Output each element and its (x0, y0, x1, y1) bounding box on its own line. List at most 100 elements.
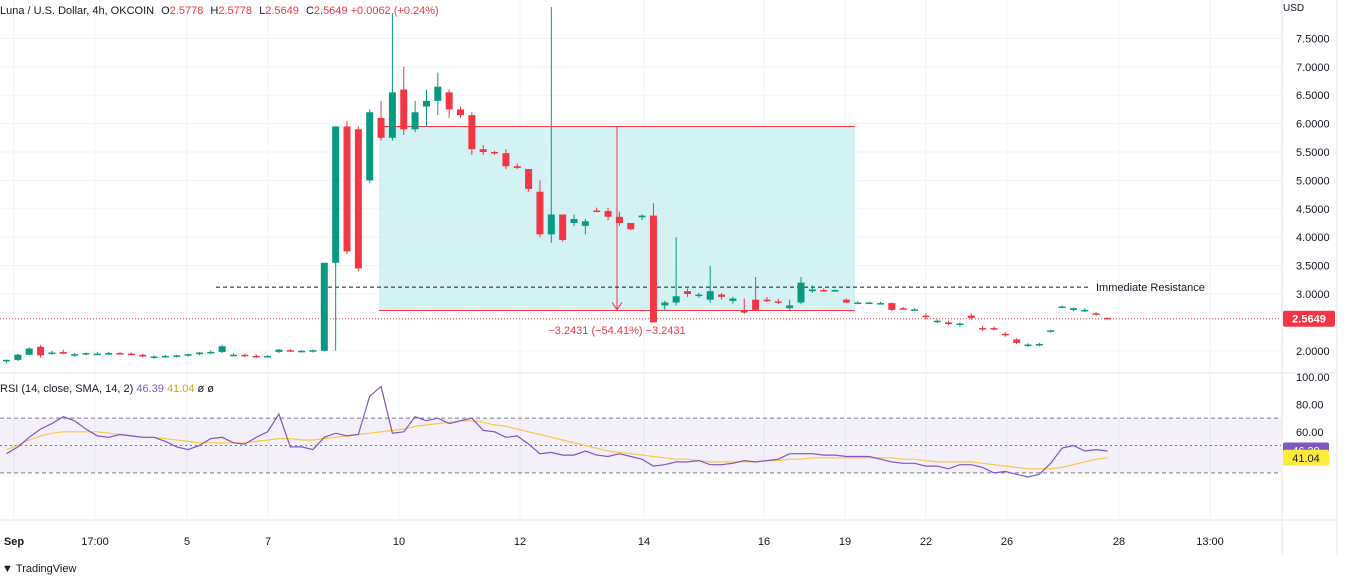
time-tick-label: 28 (1113, 536, 1125, 548)
measure-label: −3.2431 (−54.41%) −3.2431 (548, 325, 685, 337)
candle-body (729, 298, 737, 301)
candle (945, 320, 953, 326)
change-value: +0.0062 (+0.24%) (350, 5, 439, 17)
price-tick-label: 5.0000 (1296, 175, 1330, 187)
time-tick-label: 19 (839, 536, 851, 548)
candle (684, 288, 691, 297)
rsi-tick-label: 60.00 (1296, 427, 1324, 439)
candle-body (37, 346, 45, 356)
candle-body (525, 169, 533, 189)
candle (1081, 308, 1089, 313)
candle (854, 301, 862, 305)
close-value: 2.5649 (313, 5, 348, 17)
candle (967, 313, 975, 320)
candle (672, 237, 680, 306)
price-tick-label: 6.0000 (1296, 119, 1330, 131)
candle (661, 300, 669, 312)
candle-body (922, 315, 930, 318)
candle-body (127, 353, 135, 356)
candle (400, 66, 408, 135)
sma-value-badge-text: 41.04 (1292, 453, 1320, 465)
candle-body (956, 323, 964, 326)
candle (502, 149, 510, 170)
price-tick-label: 4.0000 (1296, 232, 1330, 244)
candle-body (718, 294, 726, 297)
candle-body (876, 303, 884, 305)
candle (14, 353, 22, 362)
candle (797, 276, 805, 305)
sma-value-badge (1283, 449, 1329, 466)
candle (37, 345, 45, 358)
candle-body (252, 355, 260, 358)
time-tick-label: 14 (638, 536, 650, 548)
candle-body (1013, 339, 1021, 343)
candle-body (116, 353, 124, 355)
candle (1069, 307, 1077, 312)
candle-body (888, 303, 896, 310)
candle (559, 214, 567, 242)
candle-body (332, 126, 340, 263)
candle (139, 353, 147, 358)
candle (468, 112, 476, 155)
candle-body (139, 354, 147, 357)
candle (207, 350, 215, 355)
candle (127, 352, 135, 356)
candle-body (1069, 308, 1077, 310)
candle (195, 351, 203, 356)
candle (786, 299, 794, 310)
candle-body (547, 214, 555, 235)
candle-body (422, 100, 430, 107)
candle (956, 322, 964, 327)
candle-body (1092, 313, 1100, 315)
time-tick-label: 5 (184, 536, 190, 548)
candle-body (377, 117, 385, 138)
candle-body (990, 328, 998, 330)
candle (150, 355, 158, 359)
candle-body (706, 291, 714, 300)
candle (1058, 305, 1066, 308)
time-tick-label: 26 (1001, 536, 1013, 548)
candle (275, 349, 283, 354)
candle-body (865, 302, 873, 305)
candle (25, 347, 33, 356)
tradingview-watermark: ▼ TradingView (2, 563, 77, 575)
candle-body (967, 315, 975, 318)
candle (729, 296, 737, 304)
candle (774, 298, 782, 305)
time-tick-label: 17:00 (81, 536, 109, 548)
sma-legend-value: 41.04 (166, 383, 195, 395)
candle-body (25, 348, 33, 355)
price-tick-label: 4.5000 (1296, 204, 1330, 216)
candle (763, 296, 771, 302)
candle (820, 288, 828, 292)
candle (116, 351, 124, 355)
candle-body (638, 215, 646, 218)
rsi-line (6, 385, 1108, 478)
candle-body (797, 282, 805, 303)
candle-body (82, 353, 90, 355)
candle-body (911, 309, 918, 311)
candle-body (593, 210, 601, 213)
candle (320, 262, 328, 352)
price-tick-label: 5.5000 (1296, 147, 1330, 159)
candle (161, 354, 169, 358)
candle-body (207, 351, 215, 354)
candle-body (161, 355, 169, 358)
candle (649, 203, 657, 323)
candle (218, 345, 226, 354)
candle-body (513, 166, 521, 168)
candle (933, 319, 941, 323)
candle-body (820, 290, 828, 292)
candle (173, 354, 181, 358)
candle-body (1081, 309, 1089, 312)
candle-body (343, 126, 351, 252)
candle-body (1103, 317, 1111, 320)
candle-body (275, 349, 283, 352)
candle (411, 100, 419, 133)
candle-body (184, 354, 192, 356)
candle (332, 126, 340, 351)
candle (59, 349, 67, 355)
candle (1092, 312, 1100, 316)
symbol-label: Luna / U.S. Dollar, 4h, OKCOIN (0, 5, 155, 17)
